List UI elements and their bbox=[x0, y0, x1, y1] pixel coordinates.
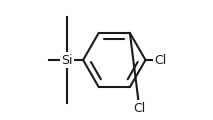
Text: Cl: Cl bbox=[133, 102, 145, 114]
Text: Si: Si bbox=[61, 54, 73, 66]
Text: Cl: Cl bbox=[154, 54, 167, 66]
